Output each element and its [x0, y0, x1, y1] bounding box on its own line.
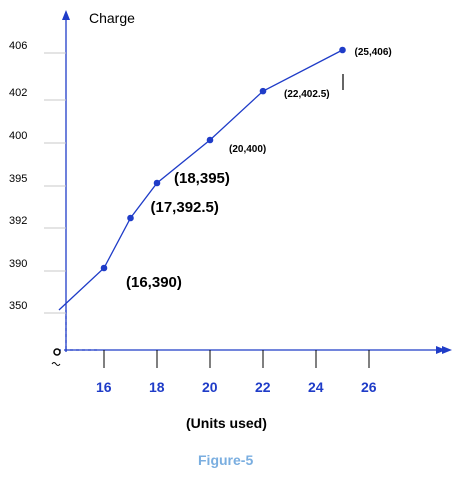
- data-label: (17,392.5): [151, 199, 219, 216]
- x-tick-label: 22: [255, 379, 271, 395]
- y-tick-label: 400: [9, 130, 27, 142]
- x-axis-arrow-1: [436, 346, 446, 354]
- y-tick-label: 392: [9, 215, 27, 227]
- data-point: [127, 214, 134, 222]
- figure-caption: Figure-5: [198, 452, 253, 468]
- data-point: [100, 264, 108, 272]
- x-tick-label: 18: [149, 379, 165, 395]
- y-tick-label: 390: [9, 258, 27, 270]
- x-tick-label: 26: [361, 379, 377, 395]
- y-axis-label: Charge: [89, 10, 135, 26]
- x-axis-arrow-2: [442, 346, 452, 354]
- x-tick-label: 20: [202, 379, 218, 395]
- y-tick-label: 395: [9, 173, 27, 185]
- data-point: [259, 87, 267, 95]
- data-label: (20,400): [229, 144, 266, 155]
- data-label: (16,390): [126, 274, 182, 291]
- origin-marker: [53, 348, 61, 356]
- y-axis-arrow: [62, 10, 70, 20]
- data-label: (25,406): [355, 47, 392, 58]
- y-tick-label: 402: [9, 87, 27, 99]
- y-tick-label: 350: [9, 300, 27, 312]
- y-tick-label: 406: [9, 40, 27, 52]
- data-point: [339, 46, 346, 54]
- data-point: [153, 179, 161, 187]
- x-tick-label: 24: [308, 379, 324, 395]
- data-label: (18,395): [174, 170, 230, 187]
- origin-squiggle: [51, 362, 61, 366]
- data-label: (22,402.5): [284, 89, 330, 100]
- x-axis-label: (Units used): [186, 415, 267, 431]
- data-point: [206, 136, 214, 144]
- x-tick-label: 16: [96, 379, 112, 395]
